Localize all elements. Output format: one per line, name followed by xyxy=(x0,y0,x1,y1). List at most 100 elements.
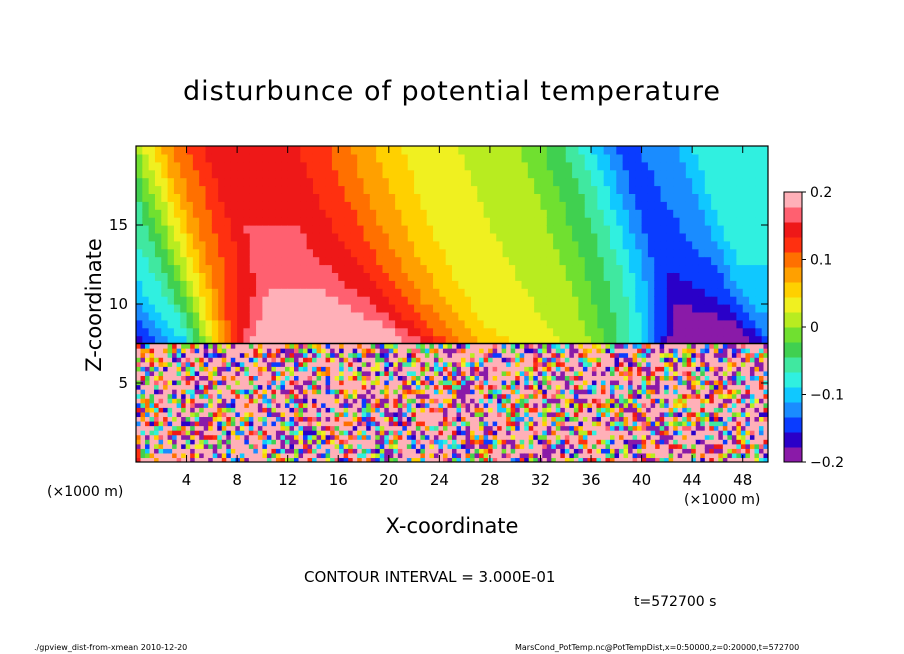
heatmap-cell xyxy=(470,217,478,226)
heatmap-cell xyxy=(303,361,309,367)
heatmap-cell xyxy=(224,296,232,305)
heatmap-cell xyxy=(553,232,561,242)
heatmap-cell xyxy=(401,169,409,179)
time-stamp: t=572700 s xyxy=(634,594,717,610)
heatmap-cell xyxy=(402,452,408,459)
heatmap-cell xyxy=(489,256,497,266)
heatmap-cell xyxy=(660,240,668,250)
heatmap-cell xyxy=(456,443,462,449)
heatmap-cell xyxy=(325,185,333,194)
heatmap-cell xyxy=(357,161,365,171)
heatmap-cell xyxy=(287,264,295,273)
heatmap-cell xyxy=(537,425,543,431)
heatmap-cell xyxy=(154,256,162,266)
heatmap-cell xyxy=(402,375,408,381)
heatmap-cell xyxy=(452,402,458,408)
heatmap-cell xyxy=(388,430,394,436)
heatmap-cell xyxy=(280,384,286,390)
heatmap-cell xyxy=(379,384,385,390)
heatmap-cell xyxy=(370,434,376,440)
heatmap-cell xyxy=(488,379,494,386)
heatmap-cell xyxy=(685,319,693,329)
heatmap-cell xyxy=(533,361,539,367)
heatmap-cell xyxy=(533,343,539,349)
heatmap-cell xyxy=(199,443,205,449)
heatmap-cell xyxy=(496,217,504,226)
heatmap-cell xyxy=(262,256,270,266)
heatmap-cell xyxy=(149,398,155,404)
heatmap-cell xyxy=(501,430,507,436)
heatmap-cell xyxy=(300,240,308,250)
heatmap-cell xyxy=(344,280,352,289)
heatmap-cell xyxy=(319,161,327,171)
heatmap-cell xyxy=(307,434,313,440)
heatmap-cell xyxy=(298,452,304,459)
heatmap-cell xyxy=(142,272,150,281)
heatmap-cell xyxy=(382,311,390,321)
heatmap-cell xyxy=(483,319,491,329)
heatmap-cell xyxy=(350,319,358,329)
heatmap-cell xyxy=(578,217,586,226)
heatmap-cell xyxy=(325,398,331,404)
heatmap-cell xyxy=(221,343,227,349)
heatmap-cell xyxy=(610,288,617,297)
heatmap-cell xyxy=(591,327,598,337)
heatmap-cell xyxy=(321,434,327,440)
heatmap-cell xyxy=(515,327,523,337)
heatmap-cell xyxy=(524,425,530,431)
heatmap-cell xyxy=(148,264,156,273)
heatmap-cell xyxy=(330,343,336,349)
heatmap-cell xyxy=(149,402,155,408)
heatmap-cell xyxy=(321,457,327,462)
heatmap-cell xyxy=(749,327,756,337)
heatmap-cell xyxy=(148,161,156,171)
heatmap-cell xyxy=(375,452,381,459)
heatmap-cell xyxy=(572,319,579,329)
heatmap-cell xyxy=(591,311,598,321)
heatmap-cell xyxy=(339,352,345,358)
heatmap-cell xyxy=(154,264,162,273)
heatmap-cell xyxy=(424,434,431,440)
heatmap-cell xyxy=(465,375,471,381)
heatmap-cell xyxy=(685,311,693,321)
heatmap-cell xyxy=(534,280,542,289)
heatmap-cell xyxy=(339,448,345,454)
heatmap-cell xyxy=(635,209,643,218)
heatmap-cell xyxy=(253,430,259,436)
heatmap-cell xyxy=(363,161,371,171)
heatmap-cell xyxy=(388,232,396,242)
heatmap-cell xyxy=(411,430,417,436)
heatmap-cell xyxy=(546,411,552,418)
heatmap-cell xyxy=(388,384,394,390)
heatmap-cell xyxy=(578,304,586,313)
heatmap-cell xyxy=(470,420,476,427)
heatmap-cell xyxy=(465,434,471,440)
heatmap-cell xyxy=(262,272,270,281)
heatmap-cell xyxy=(515,361,521,367)
heatmap-cell xyxy=(167,402,173,408)
heatmap-cell xyxy=(755,209,763,218)
heatmap-cell xyxy=(331,248,339,258)
heatmap-cell xyxy=(167,217,175,226)
heatmap-cell xyxy=(366,402,372,408)
heatmap-cell xyxy=(542,389,548,395)
heatmap-cell xyxy=(433,311,440,321)
heatmap-cell xyxy=(226,370,232,377)
heatmap-cell xyxy=(546,393,552,399)
heatmap-cell xyxy=(502,201,510,210)
heatmap-cell xyxy=(407,232,415,242)
heatmap-cell xyxy=(212,352,218,358)
heatmap-cell xyxy=(217,416,223,422)
heatmap-cell xyxy=(692,232,700,242)
heatmap-cell xyxy=(572,146,579,155)
heatmap-cell xyxy=(628,232,636,242)
heatmap-cell xyxy=(382,256,390,266)
heatmap-cell xyxy=(506,457,512,462)
heatmap-cell xyxy=(698,177,706,187)
heatmap-cell xyxy=(456,425,462,431)
heatmap-cell xyxy=(312,256,320,266)
heatmap-cell xyxy=(173,335,181,345)
heatmap-cell xyxy=(470,379,476,386)
heatmap-cell xyxy=(397,398,403,404)
heatmap-cell xyxy=(424,398,431,404)
